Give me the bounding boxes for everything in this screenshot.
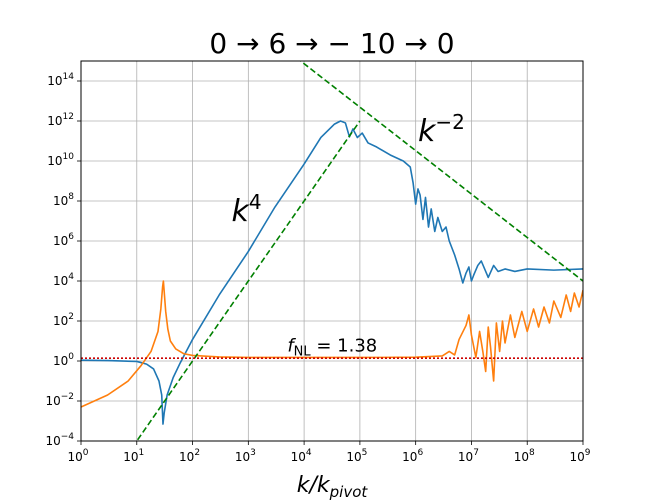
y-tick-label: 1010 [47,152,74,168]
y-tick-label: 108 [53,192,74,208]
y-tick-label: 106 [53,232,74,248]
annotation-0: k4 [232,190,262,229]
x-axis-label-main: k/k [297,473,331,498]
y-tick-label: 102 [53,312,74,328]
annotations: k4 k−2 fNL = 1.38 [232,110,465,359]
series-line-0 [81,120,583,425]
annotation-1: k−2 [418,110,465,149]
axis-ticks: 100 101 102 103 104 105 106 107 108 109 10−4 10−2 10… [45,72,590,464]
x-tick-label: 101 [123,448,144,464]
x-axis-label: k/kpivot [297,473,369,501]
x-tick-label: 107 [458,448,479,464]
series-group [81,61,583,441]
chart-title: 0 → 6 → − 10 → 0 [209,27,454,60]
y-tick-label: 1012 [47,112,74,128]
series-line-2 [135,120,361,441]
x-tick-label: 108 [514,448,535,464]
plot-frame [80,60,584,442]
y-tick-label: 1014 [47,72,74,88]
x-tick-label: 100 [67,448,88,464]
y-tick-label: 10−4 [45,432,74,448]
y-tick-label: 100 [53,352,74,368]
x-tick-label: 109 [569,448,590,464]
y-tick-label: 10−2 [45,392,74,408]
x-tick-label: 102 [179,448,200,464]
series-line-1 [81,280,583,408]
x-tick-label: 103 [235,448,256,464]
grid [80,61,584,442]
x-axis-label-sub: pivot [329,483,369,501]
y-tick-label: 104 [53,272,74,288]
x-tick-label: 104 [291,448,312,464]
annotation-2: fNL = 1.38 [287,335,377,359]
series-line-3 [299,61,583,282]
x-tick-label: 105 [346,448,367,464]
x-tick-label: 106 [402,448,423,464]
